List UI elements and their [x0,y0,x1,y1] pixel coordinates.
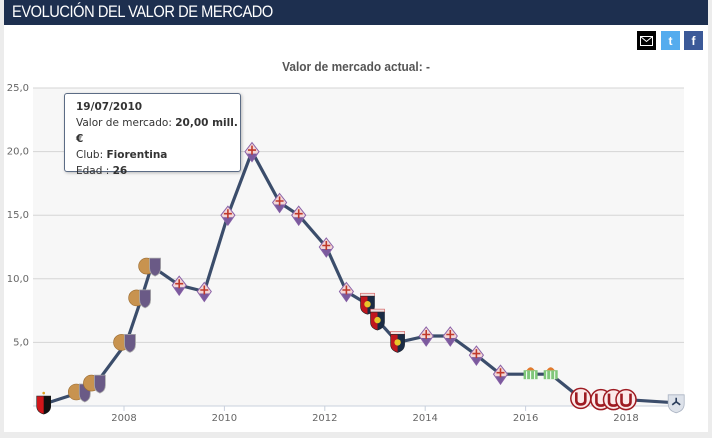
x-tick-label: 2014 [412,413,437,424]
catania-crest-marker[interactable] [128,289,152,309]
tooltip-club: Club: Fiorentina [76,149,168,161]
share-twitter-button[interactable]: t [661,31,680,50]
facebook-icon: f [691,33,696,48]
fiorentina-crest-marker[interactable] [492,364,509,386]
x-axis-ticks: 2008 2010 2012 2014 2016 2018 [111,406,639,424]
tooltip: 19/07/2010 Valor de mercado: 20,00 mill.… [64,93,241,177]
catania-crest-marker[interactable] [138,257,162,277]
genoa-crest-marker[interactable] [370,308,385,331]
panel-bottom-border [4,432,708,438]
universitario-crest-marker[interactable] [570,387,592,410]
x-tick-label: 2018 [613,413,638,424]
x-tick-label: 2010 [212,413,237,424]
fiorentina-crest-marker[interactable] [244,141,260,163]
catania-crest-marker[interactable] [113,333,136,353]
panel-title: EVOLUCIÓN DEL VALOR DE MERCADO [12,2,273,21]
catania-crest-marker[interactable] [83,374,106,394]
share-email-button[interactable] [637,31,656,50]
share-facebook-button[interactable]: f [684,31,703,50]
fiorentina-crest-marker[interactable] [468,345,485,366]
fiorentina-crest-marker[interactable] [220,205,236,227]
x-tick-label: 2008 [111,413,136,424]
x-tick-label: 2016 [513,413,538,424]
colon-crest-marker[interactable] [36,391,52,415]
x-tick-label: 2012 [312,413,337,424]
chart-subtitle: Valor de mercado actual: - [282,60,430,74]
series-markers [36,141,685,415]
fiorentina-crest-marker[interactable] [338,281,355,303]
y-tick-label: 5,0 [13,337,29,348]
fiorentina-crest-marker[interactable] [418,326,434,347]
y-axis-ticks: 5,0 10,0 15,0 20,0 25,0 [7,83,29,348]
betis-crest-marker[interactable] [543,367,558,380]
fiorentina-crest-marker[interactable] [196,281,212,303]
series-line [43,150,677,406]
twitter-icon: t [668,33,673,48]
envelope-icon [640,35,653,46]
panel-header: EVOLUCIÓN DEL VALOR DE MERCADO [4,0,708,25]
fiorentina-crest-marker[interactable] [442,326,458,347]
fiorentina-crest-marker[interactable] [318,237,334,258]
tooltip-value: Valor de mercado: 20,00 mill. € [76,117,238,145]
fiorentina-crest-marker[interactable] [271,192,288,214]
y-tick-label: 10,0 [7,274,29,285]
tooltip-age: Edad : 26 [76,165,128,177]
fiorentina-crest-marker[interactable] [171,275,187,297]
universitario-crest-marker[interactable] [615,388,637,411]
genoa-crest-marker[interactable] [390,331,405,353]
y-tick-label: 20,0 [7,147,29,158]
betis-crest-marker[interactable] [523,367,538,380]
fiorentina-crest-marker[interactable] [291,205,307,227]
y-tick-label: 15,0 [7,210,29,221]
tooltip-date: 19/07/2010 [76,101,143,113]
no-club-crest-marker[interactable] [667,394,685,414]
y-tick-label: 25,0 [7,83,29,94]
